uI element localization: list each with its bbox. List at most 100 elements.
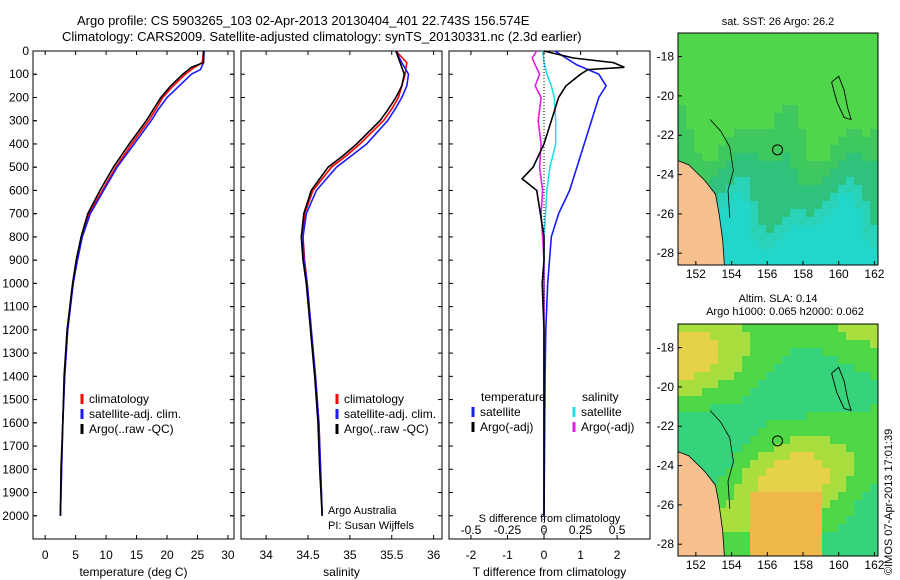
map-cell — [806, 241, 814, 249]
map-cell — [838, 532, 846, 540]
map-cell — [718, 468, 726, 476]
map-cell — [862, 420, 870, 428]
map-cell — [774, 452, 782, 460]
map-cell — [726, 105, 734, 113]
map-cell — [726, 241, 734, 249]
map-cell — [734, 33, 742, 41]
map-cell — [774, 233, 782, 241]
map-cell — [702, 73, 710, 81]
map-cell — [758, 548, 766, 556]
map-cell — [758, 81, 766, 89]
map-cell — [814, 500, 822, 508]
map-cell — [734, 41, 742, 49]
map-cell — [782, 452, 790, 460]
map-cell — [750, 89, 758, 97]
map-cell — [846, 452, 854, 460]
map-cell — [742, 508, 750, 516]
plot-frame-0 — [32, 50, 235, 540]
map-cell — [774, 412, 782, 420]
map-cell — [846, 396, 854, 404]
map-cell — [870, 137, 878, 145]
y-tick-label: 1500 — [2, 393, 29, 407]
map-cell — [798, 468, 806, 476]
map-cell — [806, 121, 814, 129]
map-cell — [742, 257, 750, 265]
map-cell — [774, 540, 782, 548]
map-cell — [814, 444, 822, 452]
map-cell — [750, 185, 758, 193]
map-cell — [678, 332, 686, 340]
map-cell — [854, 396, 862, 404]
map-cell — [846, 444, 854, 452]
map-cell — [750, 492, 758, 500]
map-cell — [862, 185, 870, 193]
map-cell — [742, 452, 750, 460]
map-cell — [686, 161, 694, 169]
map-cell — [814, 492, 822, 500]
map-cell — [806, 217, 814, 225]
map-cell — [846, 57, 854, 65]
map-cell — [798, 121, 806, 129]
map-cell — [766, 412, 774, 420]
map-cell — [830, 81, 838, 89]
map-cell — [742, 404, 750, 412]
map-cell — [822, 233, 830, 241]
map-cell — [734, 532, 742, 540]
map-cell — [718, 388, 726, 396]
map-cell — [766, 81, 774, 89]
map-cell — [790, 193, 798, 201]
map-cell — [742, 380, 750, 388]
map-cell — [806, 500, 814, 508]
map-cell — [854, 388, 862, 396]
map-cell — [726, 161, 734, 169]
map-cell — [782, 73, 790, 81]
map-cell — [846, 364, 854, 372]
map-cell — [726, 41, 734, 49]
y-tick-label: 0 — [22, 44, 29, 58]
map-cell — [734, 81, 742, 89]
map-cell — [774, 161, 782, 169]
map-cell — [862, 364, 870, 372]
map-cell — [870, 73, 878, 81]
map-cell — [870, 364, 878, 372]
map-cell — [846, 241, 854, 249]
map-cell — [758, 105, 766, 113]
map-cell — [742, 468, 750, 476]
legend-climatology: climatology — [89, 392, 149, 406]
map-cell — [686, 348, 694, 356]
map-cell — [798, 105, 806, 113]
map-cell — [710, 380, 718, 388]
map-cell — [830, 492, 838, 500]
map-cell — [854, 404, 862, 412]
map-cell — [718, 137, 726, 145]
map-cell — [726, 492, 734, 500]
map-cell — [726, 404, 734, 412]
map-cell — [734, 121, 742, 129]
map-cell — [774, 500, 782, 508]
map-cell — [750, 129, 758, 137]
map-cell — [846, 257, 854, 265]
map-cell — [686, 364, 694, 372]
map-cell — [734, 145, 742, 153]
map-cell — [750, 121, 758, 129]
map-cell — [870, 324, 878, 332]
map-cell — [862, 105, 870, 113]
map-cell — [798, 380, 806, 388]
map-cell — [774, 225, 782, 233]
map-cell — [790, 396, 798, 404]
map-cell — [726, 33, 734, 41]
map-cell — [862, 257, 870, 265]
map-cell — [790, 460, 798, 468]
x-tick-label: 35.5 — [380, 548, 404, 562]
map-cell — [742, 444, 750, 452]
map-cell — [766, 428, 774, 436]
map-cell — [822, 49, 830, 57]
map-cell — [798, 332, 806, 340]
map-cell — [718, 81, 726, 89]
map-cell — [862, 404, 870, 412]
map-cell — [758, 524, 766, 532]
map-cell — [814, 217, 822, 225]
map-cell — [790, 452, 798, 460]
map-cell — [766, 241, 774, 249]
map-cell — [790, 33, 798, 41]
